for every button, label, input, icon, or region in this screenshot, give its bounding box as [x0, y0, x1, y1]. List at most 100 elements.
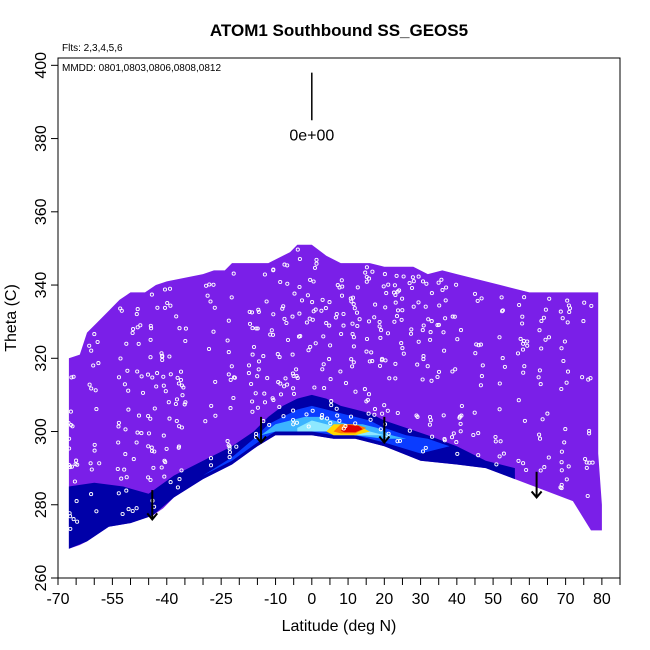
observation-point	[377, 363, 383, 368]
observation-point	[393, 361, 398, 366]
observation-point	[87, 382, 92, 387]
observation-point	[314, 257, 319, 262]
x-tick-label: 20	[375, 591, 393, 608]
observation-point	[586, 377, 591, 382]
observation-point	[140, 390, 146, 395]
observation-point	[134, 506, 139, 511]
observation-point	[400, 308, 405, 313]
observation-point	[354, 310, 360, 315]
observation-point	[124, 341, 129, 346]
observation-point	[454, 440, 459, 445]
observation-point	[561, 358, 566, 364]
observation-point	[566, 464, 571, 469]
observation-point	[339, 331, 344, 337]
observation-point	[119, 476, 124, 481]
observation-point	[151, 465, 156, 470]
observation-point	[174, 314, 179, 319]
observation-point	[395, 410, 400, 416]
observation-point	[67, 436, 72, 441]
observation-point	[327, 323, 332, 328]
observation-point	[229, 295, 234, 300]
observation-point	[564, 477, 569, 482]
observation-point	[255, 405, 260, 410]
y-axis-label: Theta (C)	[3, 284, 20, 352]
observation-point	[387, 376, 392, 381]
observation-point	[480, 363, 485, 368]
observation-point	[179, 383, 185, 388]
observation-point	[319, 308, 324, 313]
observation-point	[472, 291, 478, 296]
observation-point	[455, 451, 460, 456]
observation-point	[96, 361, 101, 366]
observation-point	[340, 284, 345, 289]
observation-point	[148, 416, 153, 421]
observation-point	[428, 330, 433, 335]
observation-point	[401, 274, 406, 279]
observation-point	[562, 339, 567, 344]
observation-point	[69, 375, 74, 380]
observation-point	[254, 431, 259, 436]
observation-point	[183, 338, 188, 344]
observation-point	[499, 295, 504, 300]
wind-arrows	[146, 416, 543, 521]
observation-point	[75, 519, 80, 524]
observation-point	[538, 382, 543, 387]
y-tick-label: 320	[33, 345, 50, 372]
observation-point	[94, 509, 99, 514]
observation-point	[211, 329, 216, 334]
observation-point	[285, 337, 291, 343]
observation-point	[68, 409, 73, 414]
observation-point	[93, 388, 98, 393]
observation-point	[294, 373, 299, 379]
observation-point	[126, 388, 131, 393]
observation-point	[146, 475, 151, 480]
observation-point	[378, 427, 383, 432]
observation-point	[352, 306, 357, 311]
observation-point	[543, 307, 548, 312]
observation-point	[559, 386, 564, 392]
x-tick-label: -40	[155, 591, 178, 608]
color-band-dark_blue	[68, 394, 515, 549]
observation-point	[428, 337, 433, 342]
observation-point	[379, 328, 384, 333]
observation-point	[370, 359, 375, 364]
observation-point	[135, 369, 140, 374]
observation-point	[479, 296, 484, 301]
observation-point	[547, 296, 552, 301]
observation-point	[355, 285, 360, 290]
observation-point	[284, 320, 289, 326]
observation-point	[264, 299, 269, 304]
observation-point	[310, 408, 315, 413]
observation-point	[271, 397, 276, 403]
observation-point	[350, 364, 355, 369]
observation-point	[442, 438, 447, 443]
observation-point	[500, 309, 505, 314]
observation-point	[149, 326, 154, 331]
observation-point	[256, 309, 261, 314]
observation-point	[291, 391, 297, 396]
observation-point	[537, 432, 542, 437]
observation-point	[226, 318, 231, 323]
observation-point	[558, 309, 563, 314]
x-axis-label: Latitude (deg N)	[282, 618, 397, 635]
observation-point	[520, 321, 525, 326]
plot-frame	[57, 57, 621, 579]
observation-point	[353, 389, 358, 394]
observation-point	[255, 374, 260, 379]
observation-point	[325, 416, 330, 421]
observation-point	[471, 432, 476, 438]
observation-point	[392, 319, 397, 324]
observation-point	[429, 378, 434, 383]
observation-point	[124, 488, 129, 493]
observation-point	[207, 282, 212, 287]
observation-point	[394, 314, 400, 319]
observation-point	[314, 261, 319, 266]
observation-point	[256, 307, 261, 312]
observation-point	[69, 464, 74, 469]
observation-point	[246, 363, 252, 368]
observation-point	[353, 421, 358, 426]
observation-point	[421, 354, 426, 359]
observation-point	[540, 417, 545, 422]
observation-point	[497, 454, 502, 459]
observation-point	[421, 323, 426, 328]
